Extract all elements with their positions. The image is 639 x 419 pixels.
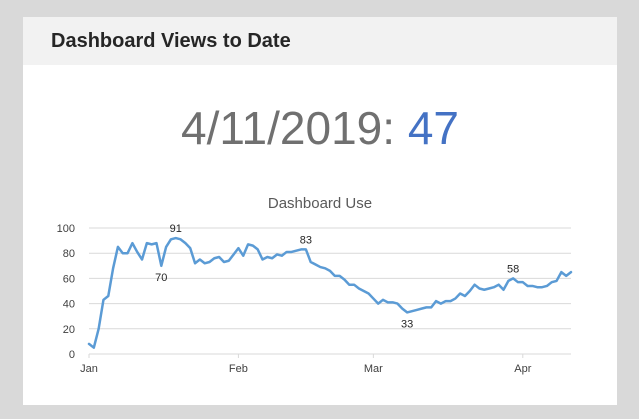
data-label: 83 bbox=[300, 234, 312, 246]
y-tick-label: 20 bbox=[63, 324, 75, 336]
data-label: 70 bbox=[155, 272, 167, 284]
data-label: 91 bbox=[170, 223, 182, 235]
x-tick-label: Apr bbox=[514, 363, 531, 375]
y-tick-label: 100 bbox=[57, 223, 75, 235]
kpi-separator: : bbox=[382, 102, 408, 154]
data-labels: 70 91 83 33 58 bbox=[155, 223, 519, 330]
kpi-display: 4/11/2019: 47 bbox=[23, 101, 617, 155]
axes: 0 20 40 60 80 100 Jan Feb Mar Apr bbox=[57, 223, 532, 375]
chart-title: Dashboard Use bbox=[268, 195, 372, 212]
series-layer bbox=[87, 236, 573, 349]
kpi-value: 47 bbox=[407, 102, 459, 154]
kpi-date: 4/11/2019 bbox=[181, 102, 383, 154]
data-label: 33 bbox=[401, 318, 413, 330]
grid-lines bbox=[89, 227, 571, 355]
x-tick-label: Jan bbox=[80, 363, 98, 375]
data-label: 58 bbox=[507, 263, 519, 275]
series-line bbox=[87, 236, 573, 349]
y-tick-label: 60 bbox=[63, 273, 75, 285]
card-header: Dashboard Views to Date bbox=[23, 17, 617, 65]
card-title: Dashboard Views to Date bbox=[51, 30, 291, 52]
y-tick-label: 0 bbox=[69, 349, 75, 361]
y-tick-label: 80 bbox=[63, 248, 75, 260]
x-tick-label: Feb bbox=[229, 363, 248, 375]
dashboard-use-chart: Dashboard Use 0 20 40 60 80 100 Jan Feb Mar Apr 7… bbox=[57, 195, 573, 375]
dashboard-card: Dashboard Views to Date 4/11/2019: 47 Da… bbox=[23, 17, 617, 405]
y-tick-label: 40 bbox=[63, 299, 75, 311]
x-tick-label: Mar bbox=[364, 363, 383, 375]
